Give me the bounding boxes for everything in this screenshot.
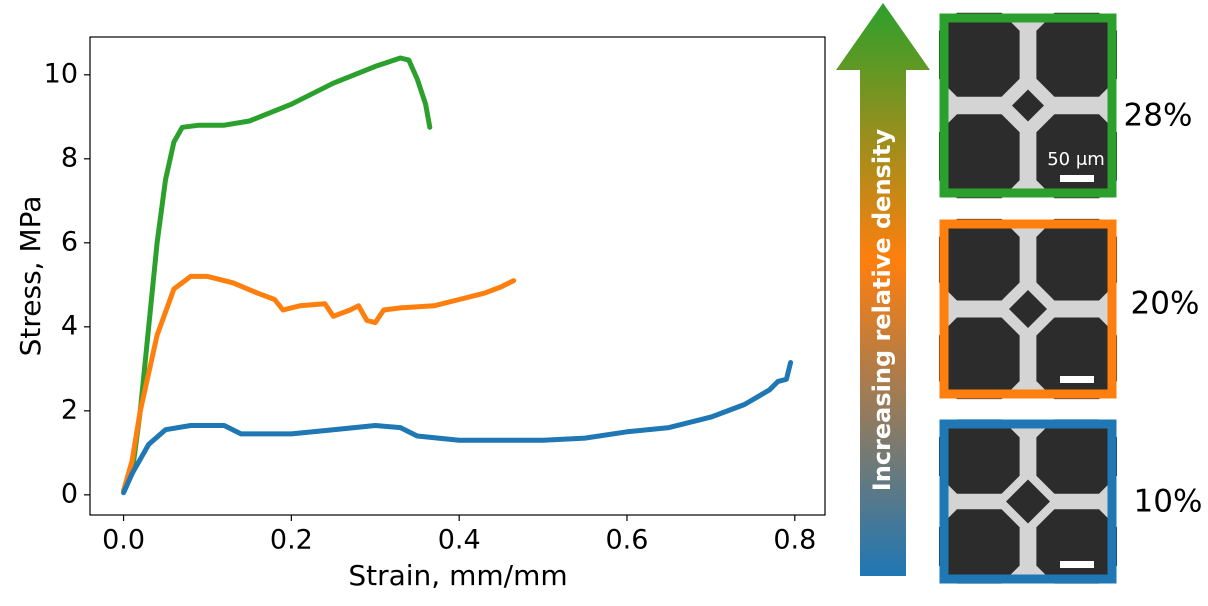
center-hole (1009, 290, 1047, 328)
lattice-hole (1036, 218, 1118, 301)
scale-bar (1060, 175, 1094, 182)
arrow-label: Increasing relative density (868, 128, 896, 491)
lattice-hole (938, 419, 1020, 494)
panel-frame (939, 419, 1117, 584)
lattice-hole (1036, 509, 1118, 584)
center-hole (1012, 89, 1044, 122)
panel-frame (939, 219, 1117, 399)
plot-frame (89, 36, 826, 516)
y-tick-label: 10 (44, 58, 78, 89)
micrograph-panels: 50 μm (938, 12, 1118, 584)
y-tick-label: 0 (61, 478, 78, 509)
lattice-hole (1036, 419, 1118, 494)
x-tick-label: 0.8 (773, 525, 816, 556)
y-tick-label: 8 (61, 142, 78, 173)
panel-frame (939, 13, 1117, 198)
arrow-shape (836, 3, 930, 576)
lattice-hole (938, 509, 1020, 584)
x-tick-label: 0.6 (606, 525, 649, 556)
lattice-hole (1036, 12, 1118, 97)
x-tick-label: 0.0 (102, 525, 145, 556)
lattice-hole (1036, 317, 1118, 400)
panel-label: 28% (1124, 98, 1193, 134)
y-tick-label: 4 (61, 310, 78, 341)
micrograph (938, 218, 1118, 400)
data-line (121, 360, 794, 496)
y-tick-label: 2 (61, 394, 78, 425)
lattice-hole (1036, 114, 1118, 199)
lattice-hole (938, 218, 1020, 301)
y-tick-label: 6 (61, 226, 78, 257)
lattice-hole (938, 317, 1020, 400)
x-tick-label: 0.4 (438, 525, 481, 556)
lattice-hole (938, 114, 1020, 199)
micrograph (938, 12, 1118, 199)
lattice-hole (938, 12, 1020, 97)
micrograph (938, 419, 1118, 584)
center-hole (1006, 479, 1050, 524)
data-line (121, 273, 517, 494)
scale-bar-label: 50 μm (1047, 149, 1105, 170)
x-axis-label: Strain, mm/mm (348, 559, 567, 592)
x-tick-label: 0.2 (270, 525, 313, 556)
panel-label: 20% (1131, 286, 1200, 322)
density-arrow: Increasing relative density (836, 3, 930, 576)
scale-bar (1060, 376, 1094, 383)
panel-label: 10% (1134, 484, 1203, 520)
data-line (121, 55, 433, 494)
y-axis-label: Stress, MPa (14, 196, 47, 357)
scale-bar (1060, 561, 1094, 568)
